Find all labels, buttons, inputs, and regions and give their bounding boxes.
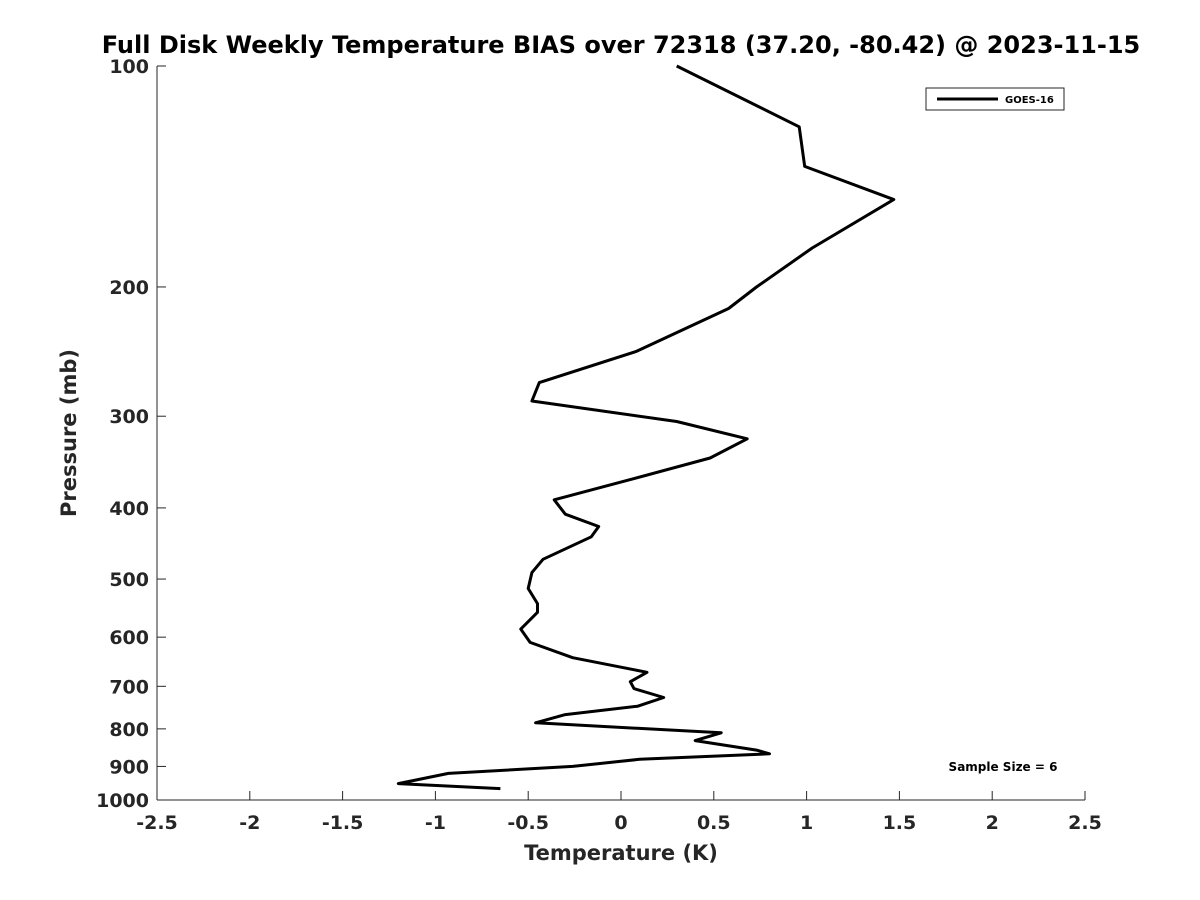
x-tick-label: 1 [800,812,813,834]
y-tick-label: 300 [109,406,149,428]
y-axis-label: Pressure (mb) [57,349,81,517]
x-tick-label: 2 [986,812,999,834]
x-tick-label: 0 [614,812,627,834]
x-tick-label: -1 [425,812,446,834]
legend: GOES-16 [925,87,1065,111]
y-tick-label: 400 [109,498,149,520]
y-tick-label: 600 [109,627,149,649]
x-tick-label: 1.5 [883,812,917,834]
y-tick-label: 500 [109,569,149,591]
x-tick-label: -1.5 [322,812,364,834]
chart-title: Full Disk Weekly Temperature BIAS over 7… [102,31,1141,59]
sample-size-annotation: Sample Size = 6 [949,760,1058,774]
series-layer [396,64,896,791]
plot-area: -2.5 -2 -1.5 -1 -0.5 0 0.5 1 1.5 2 2.5 100 200 300 40… [96,56,1102,834]
y-axis-ticks: 100 200 300 400 500 600 700 800 900 1000 [96,56,166,812]
x-tick-label: -2.5 [136,812,178,834]
y-tick-label: 900 [109,756,149,778]
legend-label: GOES-16 [1005,95,1054,106]
y-tick-label: 200 [109,277,149,299]
x-axis-ticks: -2.5 -2 -1.5 -1 -0.5 0 0.5 1 1.5 2 2.5 [136,791,1102,834]
x-axis-label: Temperature (K) [524,841,718,865]
series-line-goes-16 [396,64,896,791]
x-tick-label: -0.5 [507,812,549,834]
x-tick-label: 0.5 [697,812,731,834]
y-tick-label: 100 [109,56,149,78]
x-tick-label: -2 [239,812,260,834]
y-tick-label: 700 [109,676,149,698]
x-tick-label: 2.5 [1068,812,1102,834]
y-tick-label: 800 [109,719,149,741]
y-tick-label: 1000 [96,790,149,812]
